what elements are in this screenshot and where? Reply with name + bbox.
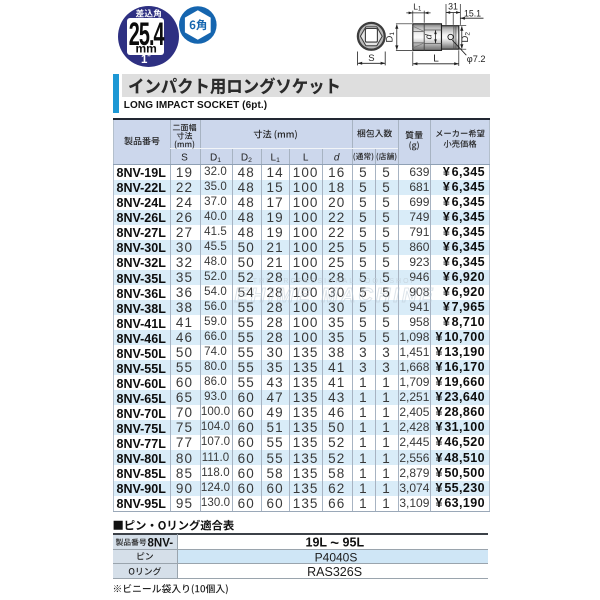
svg-text:L: L: [433, 54, 439, 65]
svg-text:S: S: [181, 153, 188, 164]
svg-text:S: S: [368, 53, 374, 64]
svg-text:P4040S: P4040S: [315, 550, 358, 564]
svg-text:L1: L1: [413, 1, 422, 12]
svg-text:D2: D2: [460, 32, 472, 43]
svg-text:25.4: 25.4: [129, 16, 165, 52]
svg-text:L1: L1: [271, 153, 281, 164]
svg-text:d: d: [334, 153, 340, 164]
svg-text:8NV-: 8NV-: [148, 537, 174, 549]
svg-text:19L ~ 95L: 19L ~ 95L: [306, 535, 365, 552]
svg-text:D2: D2: [241, 153, 252, 164]
svg-text:D1: D1: [385, 32, 397, 43]
svg-text:RAS326S: RAS326S: [307, 565, 362, 579]
svg-text:φ7.2: φ7.2: [467, 54, 486, 64]
svg-text:L: L: [303, 153, 309, 164]
svg-text:mm: mm: [136, 41, 157, 55]
svg-text:31: 31: [448, 2, 458, 12]
svg-text:15.1: 15.1: [464, 9, 481, 19]
svg-text:d: d: [424, 33, 434, 39]
svg-text:D1: D1: [210, 153, 221, 164]
